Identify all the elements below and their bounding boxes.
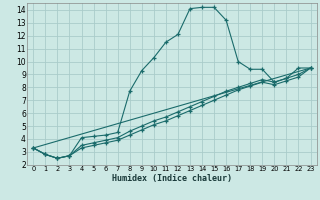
X-axis label: Humidex (Indice chaleur): Humidex (Indice chaleur)	[112, 174, 232, 183]
